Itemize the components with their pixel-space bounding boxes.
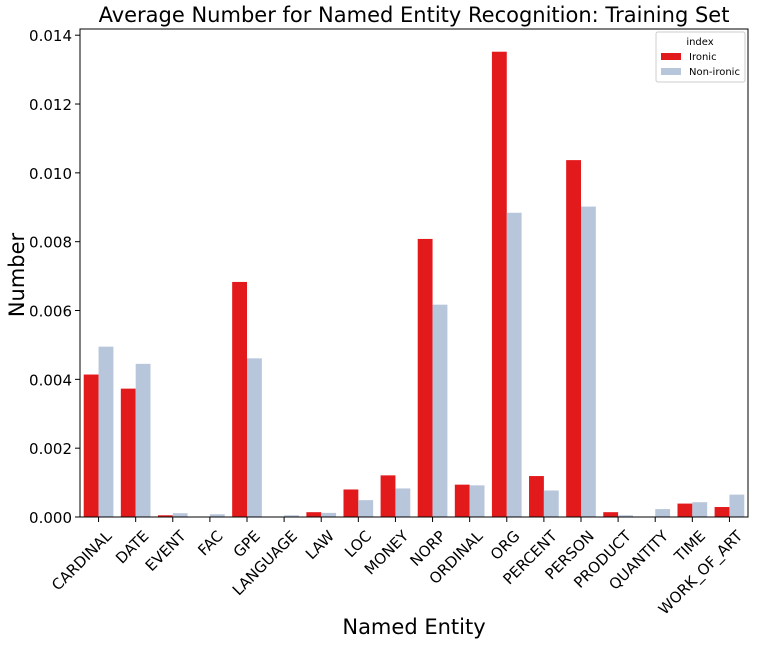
y-tick-label: 0.008: [29, 234, 72, 252]
bar-ironic-product: [603, 512, 619, 517]
x-axis-label: Named Entity: [342, 615, 485, 639]
bar-ironic-loc: [343, 489, 359, 517]
bar-non-ironic-work-of-art: [729, 494, 745, 517]
bar-ironic-work-of-art: [714, 507, 730, 517]
bar-non-ironic-money: [395, 488, 411, 517]
bar-non-ironic-loc: [358, 500, 374, 517]
bar-ironic-cardinal: [83, 374, 99, 517]
chart-title: Average Number for Named Entity Recognit…: [99, 3, 730, 27]
bar-ironic-date: [120, 388, 136, 517]
bar-ironic-ordinal: [454, 484, 470, 517]
bar-non-ironic-date: [135, 363, 151, 517]
legend-label-ironic: Ironic: [689, 52, 717, 63]
legend-label-non-ironic: Non-ironic: [689, 67, 740, 78]
bar-non-ironic-law: [321, 512, 337, 517]
y-axis-ticks: 0.000 0.002 0.004 0.006 0.008 0.010 0.012 0.014: [29, 27, 80, 527]
legend-swatch-ironic: [661, 53, 681, 60]
x-tick-label-event: EVENT: [142, 526, 190, 574]
y-tick-label: 0.006: [29, 303, 72, 321]
bar-ironic-law: [306, 512, 322, 517]
y-tick-label: 0.002: [29, 440, 72, 458]
bar-ironic-gpe: [232, 281, 247, 517]
legend-title: index: [686, 37, 713, 48]
bar-ironic-event: [157, 515, 173, 517]
y-tick-label: 0.000: [29, 509, 72, 527]
bar-non-ironic-time: [692, 502, 708, 517]
y-axis-label: Number: [5, 232, 29, 317]
bar-non-ironic-person: [581, 206, 596, 517]
plot-frame: [79, 28, 749, 518]
bar-ironic-percent: [529, 476, 544, 517]
bar-non-ironic-norp: [432, 304, 448, 517]
bar-ironic-money: [380, 475, 396, 517]
bar-non-ironic-product: [618, 515, 633, 517]
bar-non-ironic-language: [284, 515, 299, 517]
legend: index Ironic Non-ironic: [655, 31, 746, 83]
bar-non-ironic-org: [506, 212, 522, 517]
bar-non-ironic-percent: [543, 490, 559, 517]
y-tick-label: 0.014: [29, 27, 72, 45]
x-tick-label-cardinal: CARDINAL: [48, 527, 116, 595]
bar-non-ironic-event: [172, 513, 188, 517]
y-tick-label: 0.012: [29, 96, 72, 114]
bar-ironic-org: [491, 51, 507, 518]
x-tick-label-fac: FAC: [194, 527, 226, 559]
bar-ironic-person: [566, 160, 581, 517]
bar-non-ironic-ordinal: [469, 485, 485, 517]
bar-non-ironic-quantity: [655, 509, 671, 517]
legend-swatch-non-ironic: [661, 68, 681, 75]
bars-group: [83, 51, 745, 518]
bar-ironic-norp: [417, 238, 433, 517]
bar-non-ironic-gpe: [247, 358, 262, 517]
bar-non-ironic-cardinal: [98, 346, 114, 517]
y-tick-label: 0.004: [29, 371, 72, 389]
bar-non-ironic-fac: [209, 514, 225, 517]
bar-ironic-time: [677, 503, 693, 517]
x-tick-label-law: LAW: [302, 527, 338, 563]
y-tick-label: 0.010: [29, 165, 72, 183]
